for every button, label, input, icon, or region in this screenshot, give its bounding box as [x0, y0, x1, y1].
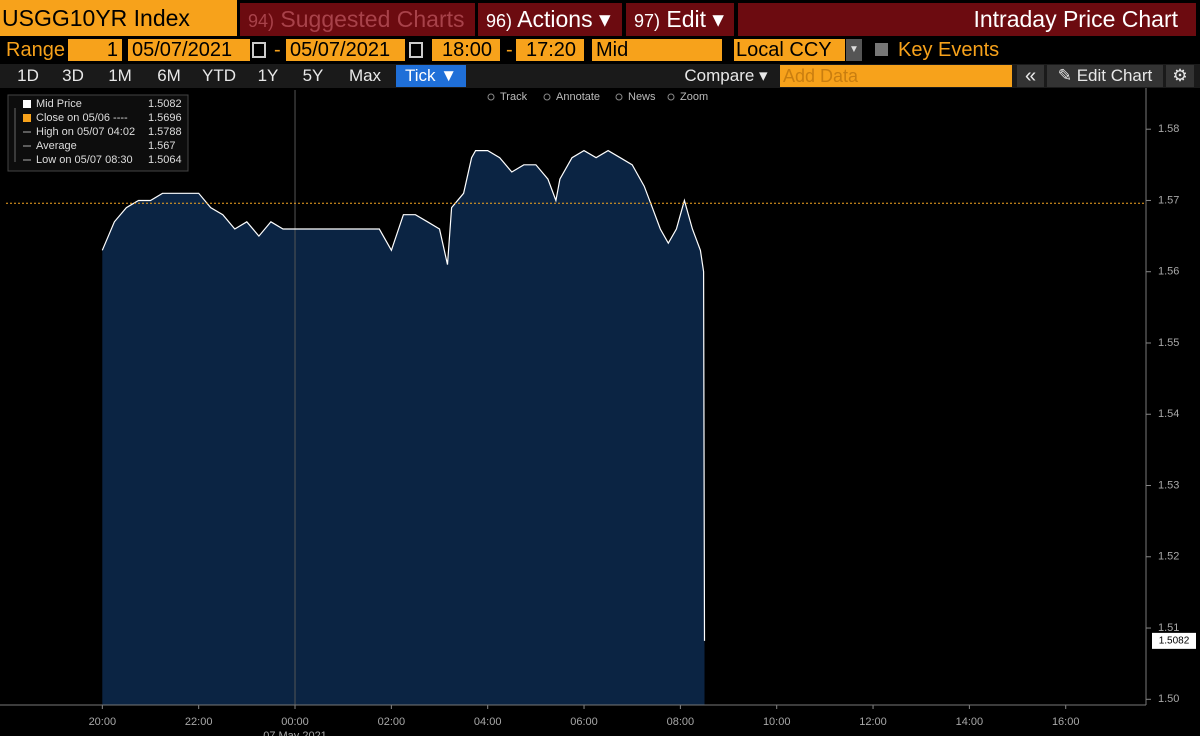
legend-label: Close on 05/06 ---- — [36, 112, 128, 124]
period-button[interactable]: 1M — [108, 66, 132, 85]
checkbox[interactable] — [875, 43, 888, 56]
legend-value: 1.5788 — [148, 126, 182, 138]
x-tick-label: 12:00 — [859, 716, 887, 728]
price-type[interactable]: Mid — [592, 39, 722, 61]
y-tick-label: 1.54 — [1158, 408, 1179, 420]
last-price-label: 1.5082 — [1159, 636, 1190, 647]
y-tick-label: 1.55 — [1158, 337, 1179, 349]
key-events[interactable]: Key Events — [898, 39, 1000, 61]
x-tick-label: 10:00 — [763, 716, 791, 728]
range-input[interactable]: 1 — [68, 39, 122, 61]
compare-button[interactable]: Compare ▾ — [684, 66, 768, 85]
period-button[interactable]: Max — [348, 66, 382, 85]
legend-label: High on 05/07 04:02 — [36, 126, 135, 138]
tool-icon — [487, 93, 495, 101]
dash: - — [506, 39, 513, 61]
period-button[interactable]: 6M — [157, 66, 181, 85]
chart-tool: Zoom — [680, 91, 708, 103]
x-tick-label: 06:00 — [570, 716, 598, 728]
legend-value: 1.5064 — [148, 154, 182, 166]
x-tick-label: 08:00 — [667, 716, 695, 728]
legend-box — [7, 94, 189, 172]
period-button[interactable]: 1Y — [257, 66, 279, 85]
menu-label: Edit ▾ — [666, 6, 724, 32]
x-tick-label: 14:00 — [956, 716, 984, 728]
legend-label: Mid Price — [36, 98, 82, 110]
ticker[interactable]: USGG10YR Index — [0, 0, 237, 36]
y-tick-label: 1.53 — [1158, 479, 1179, 491]
button-label: Edit Chart — [1076, 66, 1153, 85]
add-data-input[interactable]: Add Data — [780, 65, 1012, 87]
y-tick-label: 1.58 — [1158, 123, 1179, 135]
period-button[interactable]: YTD — [202, 66, 236, 85]
legend-value: 1.5696 — [148, 112, 182, 124]
y-tick-label: 1.50 — [1158, 693, 1179, 705]
actions-menu[interactable]: 96) Actions ▾ — [478, 3, 622, 36]
calendar-icon[interactable] — [252, 42, 266, 58]
pencil-icon: ✎ — [1057, 66, 1072, 85]
y-tick-label: 1.57 — [1158, 194, 1179, 206]
range-label: Range — [6, 39, 65, 61]
start-date[interactable]: 05/07/2021 — [128, 39, 250, 61]
period-button[interactable]: 1D — [17, 66, 39, 85]
tick-button[interactable]: Tick ▼ — [396, 65, 466, 87]
x-tick-label: 22:00 — [185, 716, 213, 728]
chart-tool: News — [628, 91, 656, 103]
area — [102, 150, 705, 706]
settings-button[interactable]: ⚙ — [1166, 65, 1194, 87]
legend-label: Low on 05/07 08:30 — [36, 154, 133, 166]
menu-number: 96) — [486, 11, 513, 31]
legend-swatch — [23, 114, 31, 122]
menu-number: 94) — [248, 11, 275, 31]
start-time[interactable]: 18:00 — [432, 39, 500, 61]
x-axis-date: 07 May 2021 — [263, 730, 327, 736]
end-time[interactable]: 17:20 — [516, 39, 584, 61]
menu-number: 97) — [634, 11, 661, 31]
period-button[interactable]: 3D — [62, 66, 84, 85]
x-tick-label: 16:00 — [1052, 716, 1080, 728]
x-tick-label: 02:00 — [378, 716, 406, 728]
dropdown-arrow[interactable]: ▼ — [846, 39, 862, 61]
period-button[interactable]: 5Y — [302, 66, 324, 85]
y-tick-label: 1.51 — [1158, 622, 1179, 634]
edit-menu[interactable]: 97) Edit ▾ — [626, 3, 734, 36]
tool-icon — [615, 93, 623, 101]
legend-value: 1.567 — [148, 140, 176, 152]
chart-tool: Track — [500, 91, 528, 103]
end-date[interactable]: 05/07/2021 — [286, 39, 405, 61]
x-tick-label: 20:00 — [89, 716, 117, 728]
chart: 20:00 22:00 00:00 07 May 2021 02:00 04:00 06:0… — [0, 88, 1196, 736]
menu-label: Suggested Charts — [280, 6, 465, 32]
line — [101, 149, 706, 641]
suggested-charts[interactable]: 94) Suggested Charts — [240, 3, 475, 36]
menu-label: Actions ▾ — [517, 6, 611, 32]
collapse-button[interactable]: « — [1017, 65, 1044, 87]
y-tick-label: 1.52 — [1158, 551, 1179, 563]
legend-label: Average — [36, 140, 77, 152]
calendar-icon[interactable] — [409, 42, 423, 58]
chart-tool: Annotate — [556, 91, 600, 103]
dash: - — [274, 39, 281, 61]
x-tick-label: 04:00 — [474, 716, 502, 728]
x-tick-label: 00:00 — [281, 716, 309, 728]
tool-icon — [667, 93, 675, 101]
tool-icon — [543, 93, 551, 101]
legend-swatch — [23, 100, 31, 108]
edit-chart-button[interactable]: ✎ Edit Chart — [1047, 65, 1163, 87]
legend-value: 1.5082 — [148, 98, 182, 110]
currency[interactable]: Local CCY — [734, 39, 845, 61]
last-price-box — [1152, 632, 1196, 649]
window-title: Intraday Price Chart — [738, 3, 1196, 36]
y-tick-label: 1.56 — [1158, 266, 1179, 278]
